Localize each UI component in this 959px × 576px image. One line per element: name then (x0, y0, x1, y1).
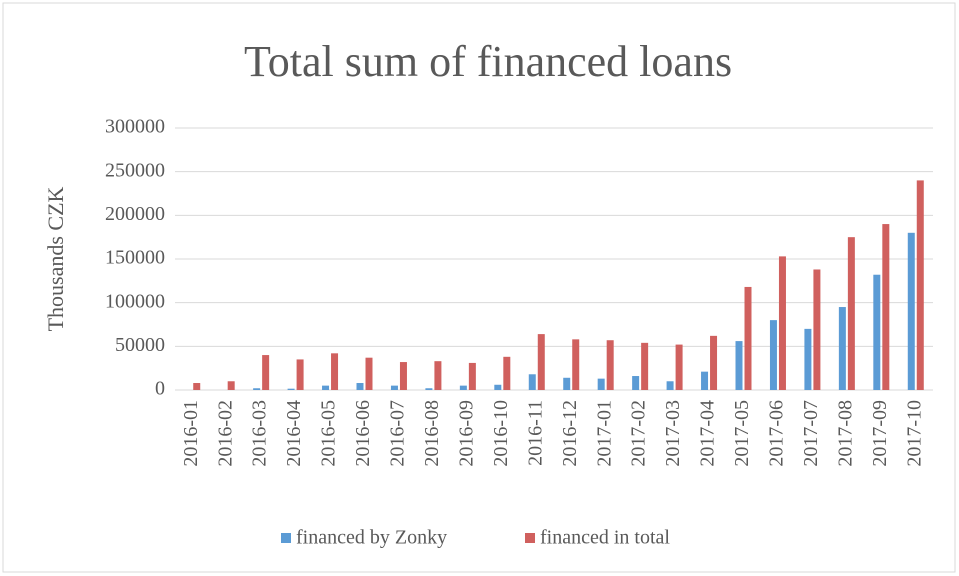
bar (537, 334, 545, 390)
bar (459, 385, 467, 390)
y-tick-label: 200000 (105, 203, 165, 225)
bar (528, 374, 536, 390)
bar (813, 269, 821, 390)
x-tick-label: 2016-10 (490, 400, 512, 467)
x-tick-label: 2017-01 (593, 400, 615, 467)
bar (701, 371, 709, 390)
bar (769, 320, 777, 390)
x-tick-label: 2017-10 (903, 400, 925, 467)
y-tick-label: 0 (155, 378, 165, 400)
x-tick-label: 2017-05 (731, 400, 753, 467)
bar (503, 356, 511, 390)
bar (597, 378, 605, 390)
x-tick-label: 2017-04 (697, 400, 719, 467)
bar (675, 344, 683, 390)
bar (804, 328, 812, 390)
x-tick-label: 2016-05 (318, 400, 340, 467)
bar (253, 388, 261, 390)
bar (331, 353, 339, 390)
bar (641, 342, 649, 390)
bar (572, 339, 580, 390)
bar (434, 361, 442, 390)
x-tick-label: 2016-11 (524, 400, 546, 466)
x-tick-label: 2016-12 (559, 400, 581, 467)
chart-title: Total sum of financed loans (244, 37, 732, 86)
y-axis-label: Thousands CZK (43, 186, 68, 331)
x-tick-label: 2016-02 (214, 400, 236, 467)
bar (322, 385, 330, 390)
bar (227, 381, 235, 390)
bar (882, 224, 890, 390)
legend-label: financed by Zonky (296, 527, 447, 549)
y-tick-label: 50000 (115, 334, 165, 356)
x-tick-label: 2017-07 (800, 400, 822, 467)
bar (468, 362, 476, 390)
bar (907, 232, 915, 390)
bar (873, 274, 881, 390)
y-tick-label: 300000 (105, 116, 165, 138)
x-tick-label: 2016-08 (421, 400, 443, 467)
bar (710, 335, 718, 390)
y-tick-label: 100000 (105, 290, 165, 312)
x-tick-label: 2017-09 (869, 400, 891, 467)
bar (356, 383, 364, 390)
bar (847, 237, 855, 390)
x-tick-label: 2016-07 (387, 400, 409, 467)
bar (735, 341, 743, 390)
y-tick-label: 150000 (105, 247, 165, 269)
bar (425, 388, 433, 390)
bar (262, 355, 270, 390)
legend-label: financed in total (540, 527, 670, 549)
x-tick-label: 2016-01 (180, 400, 202, 467)
y-tick-label: 250000 (105, 159, 165, 181)
bar (287, 388, 295, 390)
bar (838, 307, 846, 390)
x-tick-label: 2017-03 (662, 400, 684, 467)
legend-swatch (525, 533, 535, 543)
bar (606, 340, 614, 390)
bar (296, 359, 304, 390)
bar (632, 376, 640, 390)
bar (390, 385, 398, 390)
x-tick-label: 2016-06 (352, 400, 374, 467)
bar (365, 357, 373, 390)
x-tick-label: 2017-02 (628, 400, 650, 467)
bar (778, 256, 786, 390)
x-tick-label: 2016-04 (283, 400, 305, 467)
x-tick-label: 2017-08 (834, 400, 856, 467)
bar (494, 384, 502, 390)
bar (916, 180, 924, 390)
bar (666, 381, 674, 390)
x-tick-label: 2016-09 (455, 400, 477, 467)
legend-swatch (281, 533, 291, 543)
bar (744, 286, 752, 390)
bar (563, 377, 571, 390)
bar (399, 362, 407, 390)
bar (193, 383, 201, 390)
x-tick-label: 2017-06 (766, 400, 788, 467)
x-tick-label: 2016-03 (249, 400, 271, 467)
